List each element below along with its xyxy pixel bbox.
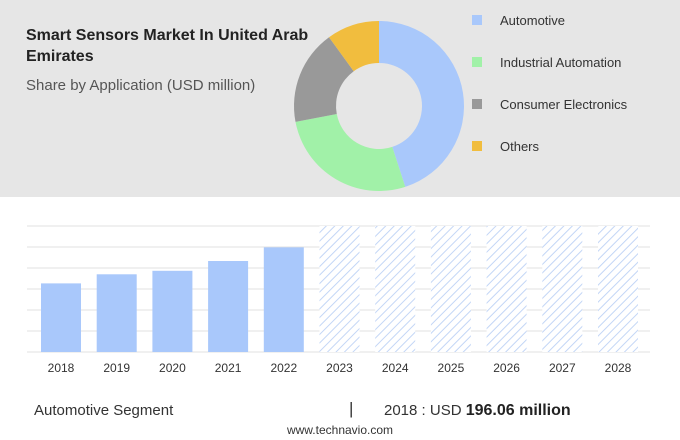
donut-slice-others — [329, 21, 379, 72]
x-tick-label: 2024 — [382, 361, 409, 375]
bar-2020 — [152, 270, 193, 352]
legend-label: Consumer Electronics — [500, 96, 628, 112]
x-tick-label: 2023 — [326, 361, 353, 375]
forecast-bar-2025 — [430, 226, 471, 352]
legend-swatch — [472, 99, 482, 109]
x-tick-label: 2021 — [215, 361, 242, 375]
x-tick-label: 2020 — [159, 361, 186, 375]
legend-swatch — [472, 141, 482, 151]
bar-2021 — [208, 261, 249, 352]
legend-label: Automotive — [500, 12, 566, 28]
legend-item-consumer-electronics: Consumer Electronics — [472, 94, 627, 114]
forecast-bar-2027 — [542, 226, 583, 352]
x-tick-label: 2019 — [103, 361, 130, 375]
forecast-bar-2023 — [319, 226, 360, 352]
donut-chart — [294, 21, 465, 191]
donut-slice-consumer-electronics — [294, 37, 354, 122]
segment-year-label: 2018 : USD — [384, 402, 462, 419]
legend-label: Others — [500, 138, 540, 154]
segment-value-amount: 196.06 million — [465, 402, 571, 419]
legend-swatch — [472, 15, 482, 25]
x-tick-label: 2018 — [48, 361, 75, 375]
source-link[interactable]: www.technavio.com — [286, 423, 394, 437]
x-tick-label: 2027 — [549, 361, 576, 375]
legend-item-others: Others — [472, 136, 539, 156]
donut-slice-automotive — [379, 21, 465, 187]
bar-chart: 2018 2019 2020 2021 2022 2023 2024 2025 2026 2027… — [27, 225, 650, 375]
bar-2018 — [41, 283, 81, 352]
forecast-bar-2028 — [598, 226, 638, 352]
x-tick-label: 2025 — [438, 361, 465, 375]
legend-label: Industrial Automation — [500, 54, 622, 70]
segment-label: Automotive Segment — [34, 402, 174, 419]
bar-2019 — [96, 274, 137, 352]
segment-value: 2018 : USD 196.06 million — [384, 402, 571, 420]
footer-separator: | — [349, 399, 354, 418]
x-tick-label: 2028 — [605, 361, 632, 375]
x-tick-label: 2026 — [493, 361, 520, 375]
forecast-bar-2026 — [486, 226, 527, 352]
legend-swatch — [472, 57, 482, 67]
legend-item-industrial-automation: Industrial Automation — [472, 52, 621, 72]
forecast-bar-2024 — [375, 226, 416, 352]
chart-title: Smart Sensors Market In United Arab Emir… — [26, 27, 309, 65]
x-tick-label: 2022 — [270, 361, 297, 375]
chart-subtitle: Share by Application (USD million) — [26, 77, 256, 94]
donut-slice-industrial-automation — [295, 114, 406, 191]
bar-2022 — [263, 247, 304, 352]
legend-item-automotive: Automotive — [472, 10, 565, 30]
